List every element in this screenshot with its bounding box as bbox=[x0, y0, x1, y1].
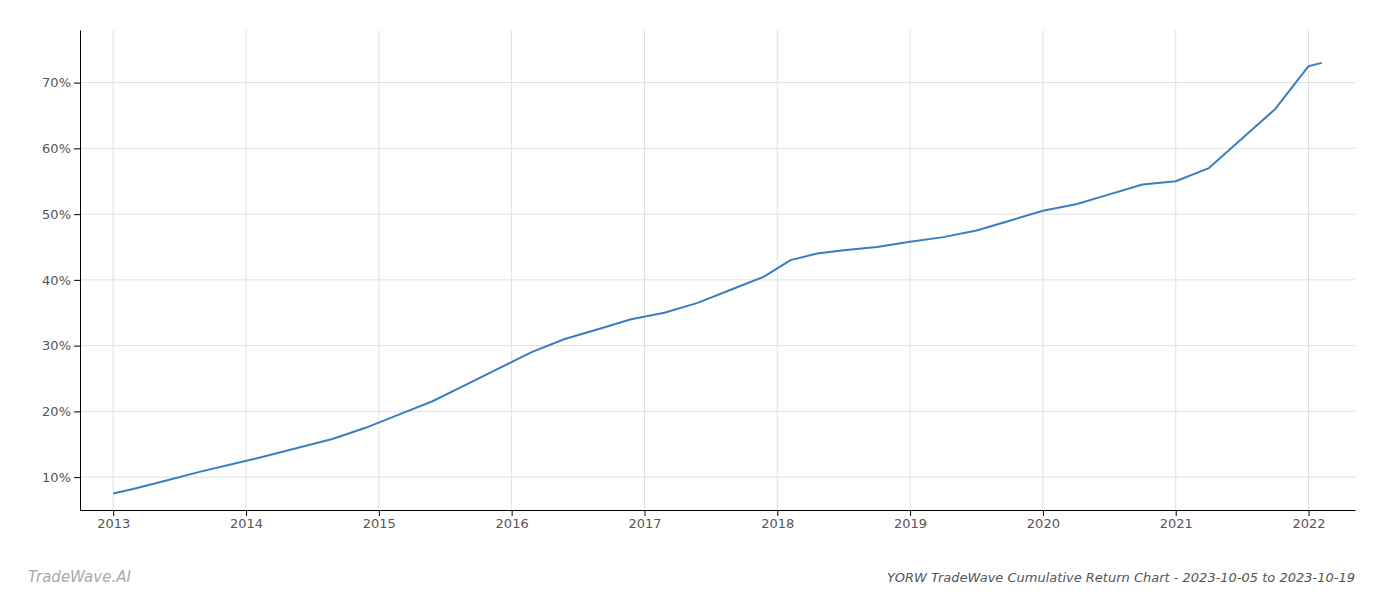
grid-line-y bbox=[80, 477, 1355, 478]
x-tick-mark bbox=[1176, 510, 1177, 516]
grid-line-x bbox=[246, 30, 247, 510]
y-tick-label: 40% bbox=[42, 273, 71, 288]
x-tick-label: 2019 bbox=[894, 516, 927, 531]
x-tick-mark bbox=[113, 510, 114, 516]
y-tick: 50% bbox=[42, 207, 80, 222]
x-tick: 2017 bbox=[628, 510, 661, 531]
x-tick-mark bbox=[1309, 510, 1310, 516]
grid-line-x bbox=[1175, 30, 1176, 510]
grid-line-y bbox=[80, 148, 1355, 149]
x-tick-label: 2013 bbox=[97, 516, 130, 531]
y-tick: 60% bbox=[42, 141, 80, 156]
y-tick: 70% bbox=[42, 75, 80, 90]
grid-line-x bbox=[777, 30, 778, 510]
grid-line-y bbox=[80, 345, 1355, 346]
y-tick-label: 70% bbox=[42, 75, 71, 90]
background bbox=[0, 0, 1400, 600]
grid-line-x bbox=[378, 30, 379, 510]
x-tick-mark bbox=[910, 510, 911, 516]
grid-line-x bbox=[511, 30, 512, 510]
y-tick-mark bbox=[74, 83, 80, 84]
y-tick-mark bbox=[74, 214, 80, 215]
x-tick-mark bbox=[512, 510, 513, 516]
grid-line-y bbox=[80, 411, 1355, 412]
x-tick-mark bbox=[246, 510, 247, 516]
y-tick: 30% bbox=[42, 338, 80, 353]
x-tick: 2014 bbox=[230, 510, 263, 531]
x-tick: 2013 bbox=[97, 510, 130, 531]
marks bbox=[113, 63, 1322, 494]
y-axis-line bbox=[80, 31, 81, 511]
x-tick-mark bbox=[379, 510, 380, 516]
grid-line-y bbox=[80, 279, 1355, 280]
grid-line-x bbox=[1042, 30, 1043, 510]
y-tick-label: 30% bbox=[42, 338, 71, 353]
y-tick-label: 20% bbox=[42, 404, 71, 419]
y-tick-label: 60% bbox=[42, 141, 71, 156]
grid-line-y bbox=[80, 214, 1355, 215]
grid-line-y bbox=[80, 82, 1355, 83]
x-axis: 2013 2014 2015 2016 2017 2018 2019 2020 2021 2022 bbox=[81, 510, 1356, 531]
x-tick-label: 2022 bbox=[1292, 516, 1325, 531]
chart: 2013 2014 2015 2016 2017 2018 2019 2020 2021 2022… bbox=[0, 0, 1400, 600]
title: YORW TradeWave Cumulative Return Chart -… bbox=[887, 570, 1355, 585]
x-tick-label: 2020 bbox=[1027, 516, 1060, 531]
y-tick-mark bbox=[74, 477, 80, 478]
y-tick-mark bbox=[74, 280, 80, 281]
x-tick: 2022 bbox=[1292, 510, 1325, 531]
x-tick-label: 2018 bbox=[761, 516, 794, 531]
watermark: TradeWave.AI bbox=[28, 568, 131, 586]
x-tick-label: 2015 bbox=[363, 516, 396, 531]
grid-line-x bbox=[113, 30, 114, 510]
y-tick-label: 50% bbox=[42, 207, 71, 222]
x-tick-mark bbox=[777, 510, 778, 516]
x-tick-label: 2017 bbox=[628, 516, 661, 531]
x-tick-label: 2014 bbox=[230, 516, 263, 531]
x-tick: 2021 bbox=[1160, 510, 1193, 531]
grid bbox=[80, 30, 1355, 510]
grid-line-x bbox=[1308, 30, 1309, 510]
y-tick: 40% bbox=[42, 273, 80, 288]
x-axis-line bbox=[81, 510, 1356, 511]
x-tick-mark bbox=[1043, 510, 1044, 516]
y-tick-mark bbox=[74, 346, 80, 347]
y-tick: 20% bbox=[42, 404, 80, 419]
y-tick: 10% bbox=[42, 470, 80, 485]
x-tick: 2019 bbox=[894, 510, 927, 531]
x-tick-mark bbox=[644, 510, 645, 516]
y-tick-label: 10% bbox=[42, 470, 71, 485]
grid-line-x bbox=[910, 30, 911, 510]
x-tick-label: 2016 bbox=[496, 516, 529, 531]
grid-line-x bbox=[644, 30, 645, 510]
x-tick: 2016 bbox=[496, 510, 529, 531]
x-tick: 2015 bbox=[363, 510, 396, 531]
y-tick-mark bbox=[74, 411, 80, 412]
x-tick: 2020 bbox=[1027, 510, 1060, 531]
x-tick: 2018 bbox=[761, 510, 794, 531]
plot: 2013 2014 2015 2016 2017 2018 2019 2020 2021 2022… bbox=[42, 30, 1355, 531]
y-axis: 10% 20% 30% 40% 50% 60% 70% bbox=[42, 31, 80, 511]
line bbox=[113, 63, 1322, 494]
y-tick-mark bbox=[74, 148, 80, 149]
x-tick-label: 2021 bbox=[1160, 516, 1193, 531]
